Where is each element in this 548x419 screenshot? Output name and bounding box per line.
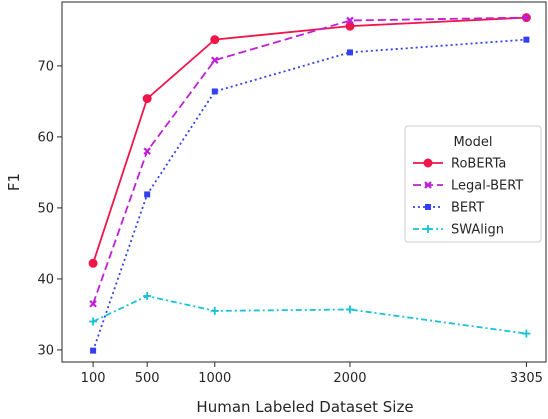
- y-axis-label: F1: [5, 173, 23, 191]
- series-legal-bert-point: [346, 16, 354, 25]
- x-tick-label: 3305: [510, 371, 543, 386]
- legend-label: BERT: [451, 201, 484, 216]
- legend-item-legal-bert: Legal-BERT: [413, 179, 523, 194]
- series-swalign-point: [210, 306, 219, 315]
- legend-roberta-point: [423, 158, 433, 168]
- series-swalign-point: [345, 305, 354, 314]
- x-tick-label: 2000: [333, 371, 366, 386]
- legend: Model RoBERTa Legal-BERT BERT SWAlign: [404, 125, 542, 243]
- legend-item-bert: BERT: [413, 201, 484, 216]
- series-bert: [90, 36, 530, 354]
- series-swalign: [89, 291, 531, 338]
- legend-legal-bert-point: [424, 181, 432, 189]
- series-legal-bert-point: [89, 299, 97, 308]
- series-line-legal-bert: [92, 16, 527, 305]
- series-line-swalign: [92, 295, 527, 335]
- series-legal-bert-point: [210, 56, 219, 65]
- series-roberta: [88, 13, 531, 268]
- x-axis-label: Human Labeled Dataset Size: [196, 398, 413, 416]
- series-roberta-point: [142, 94, 152, 104]
- series-swalign-point: [522, 329, 531, 338]
- y-tick-label: 60: [37, 130, 54, 145]
- series-legal-bert: [89, 13, 531, 308]
- legend-title: Model: [453, 135, 492, 150]
- legend-swalign-point: [424, 225, 432, 233]
- series-line-bert: [92, 38, 527, 351]
- series-legal-bert-point: [143, 147, 151, 155]
- y-tick-label: 30: [37, 343, 54, 358]
- y-tick-label: 40: [37, 272, 54, 287]
- series-roberta-point: [210, 35, 220, 45]
- plot-frame: [61, 1, 547, 363]
- x-tick-label: 1000: [198, 371, 231, 386]
- y-tick-label: 70: [37, 59, 54, 74]
- series-bert-point: [144, 191, 151, 198]
- y-tick-label: 50: [37, 201, 54, 216]
- legend-item-swalign: SWAlign: [413, 223, 504, 238]
- series-bert-point: [346, 49, 353, 56]
- legend-item-roberta: RoBERTa: [413, 157, 506, 172]
- series-bert-point: [523, 36, 530, 43]
- series-roberta-point: [88, 258, 98, 268]
- legend-label: RoBERTa: [451, 157, 506, 172]
- series-swalign-point: [143, 291, 152, 300]
- legend-bert-point: [425, 204, 431, 210]
- x-tick-label: 500: [135, 371, 160, 386]
- series-bert-point: [90, 347, 97, 354]
- x-tick-label: 100: [81, 371, 106, 386]
- legend-label: SWAlign: [451, 223, 504, 238]
- legend-box: [404, 125, 542, 243]
- legend-label: Legal-BERT: [451, 179, 523, 194]
- series-layer: [88, 13, 531, 354]
- axes: 30 40 50 60 70 100 500 1000 2000 3305: [37, 1, 547, 386]
- series-roberta-point: [345, 21, 355, 31]
- series-legal-bert-point: [522, 13, 531, 22]
- series-bert-point: [211, 88, 218, 95]
- series-swalign-point: [89, 317, 98, 326]
